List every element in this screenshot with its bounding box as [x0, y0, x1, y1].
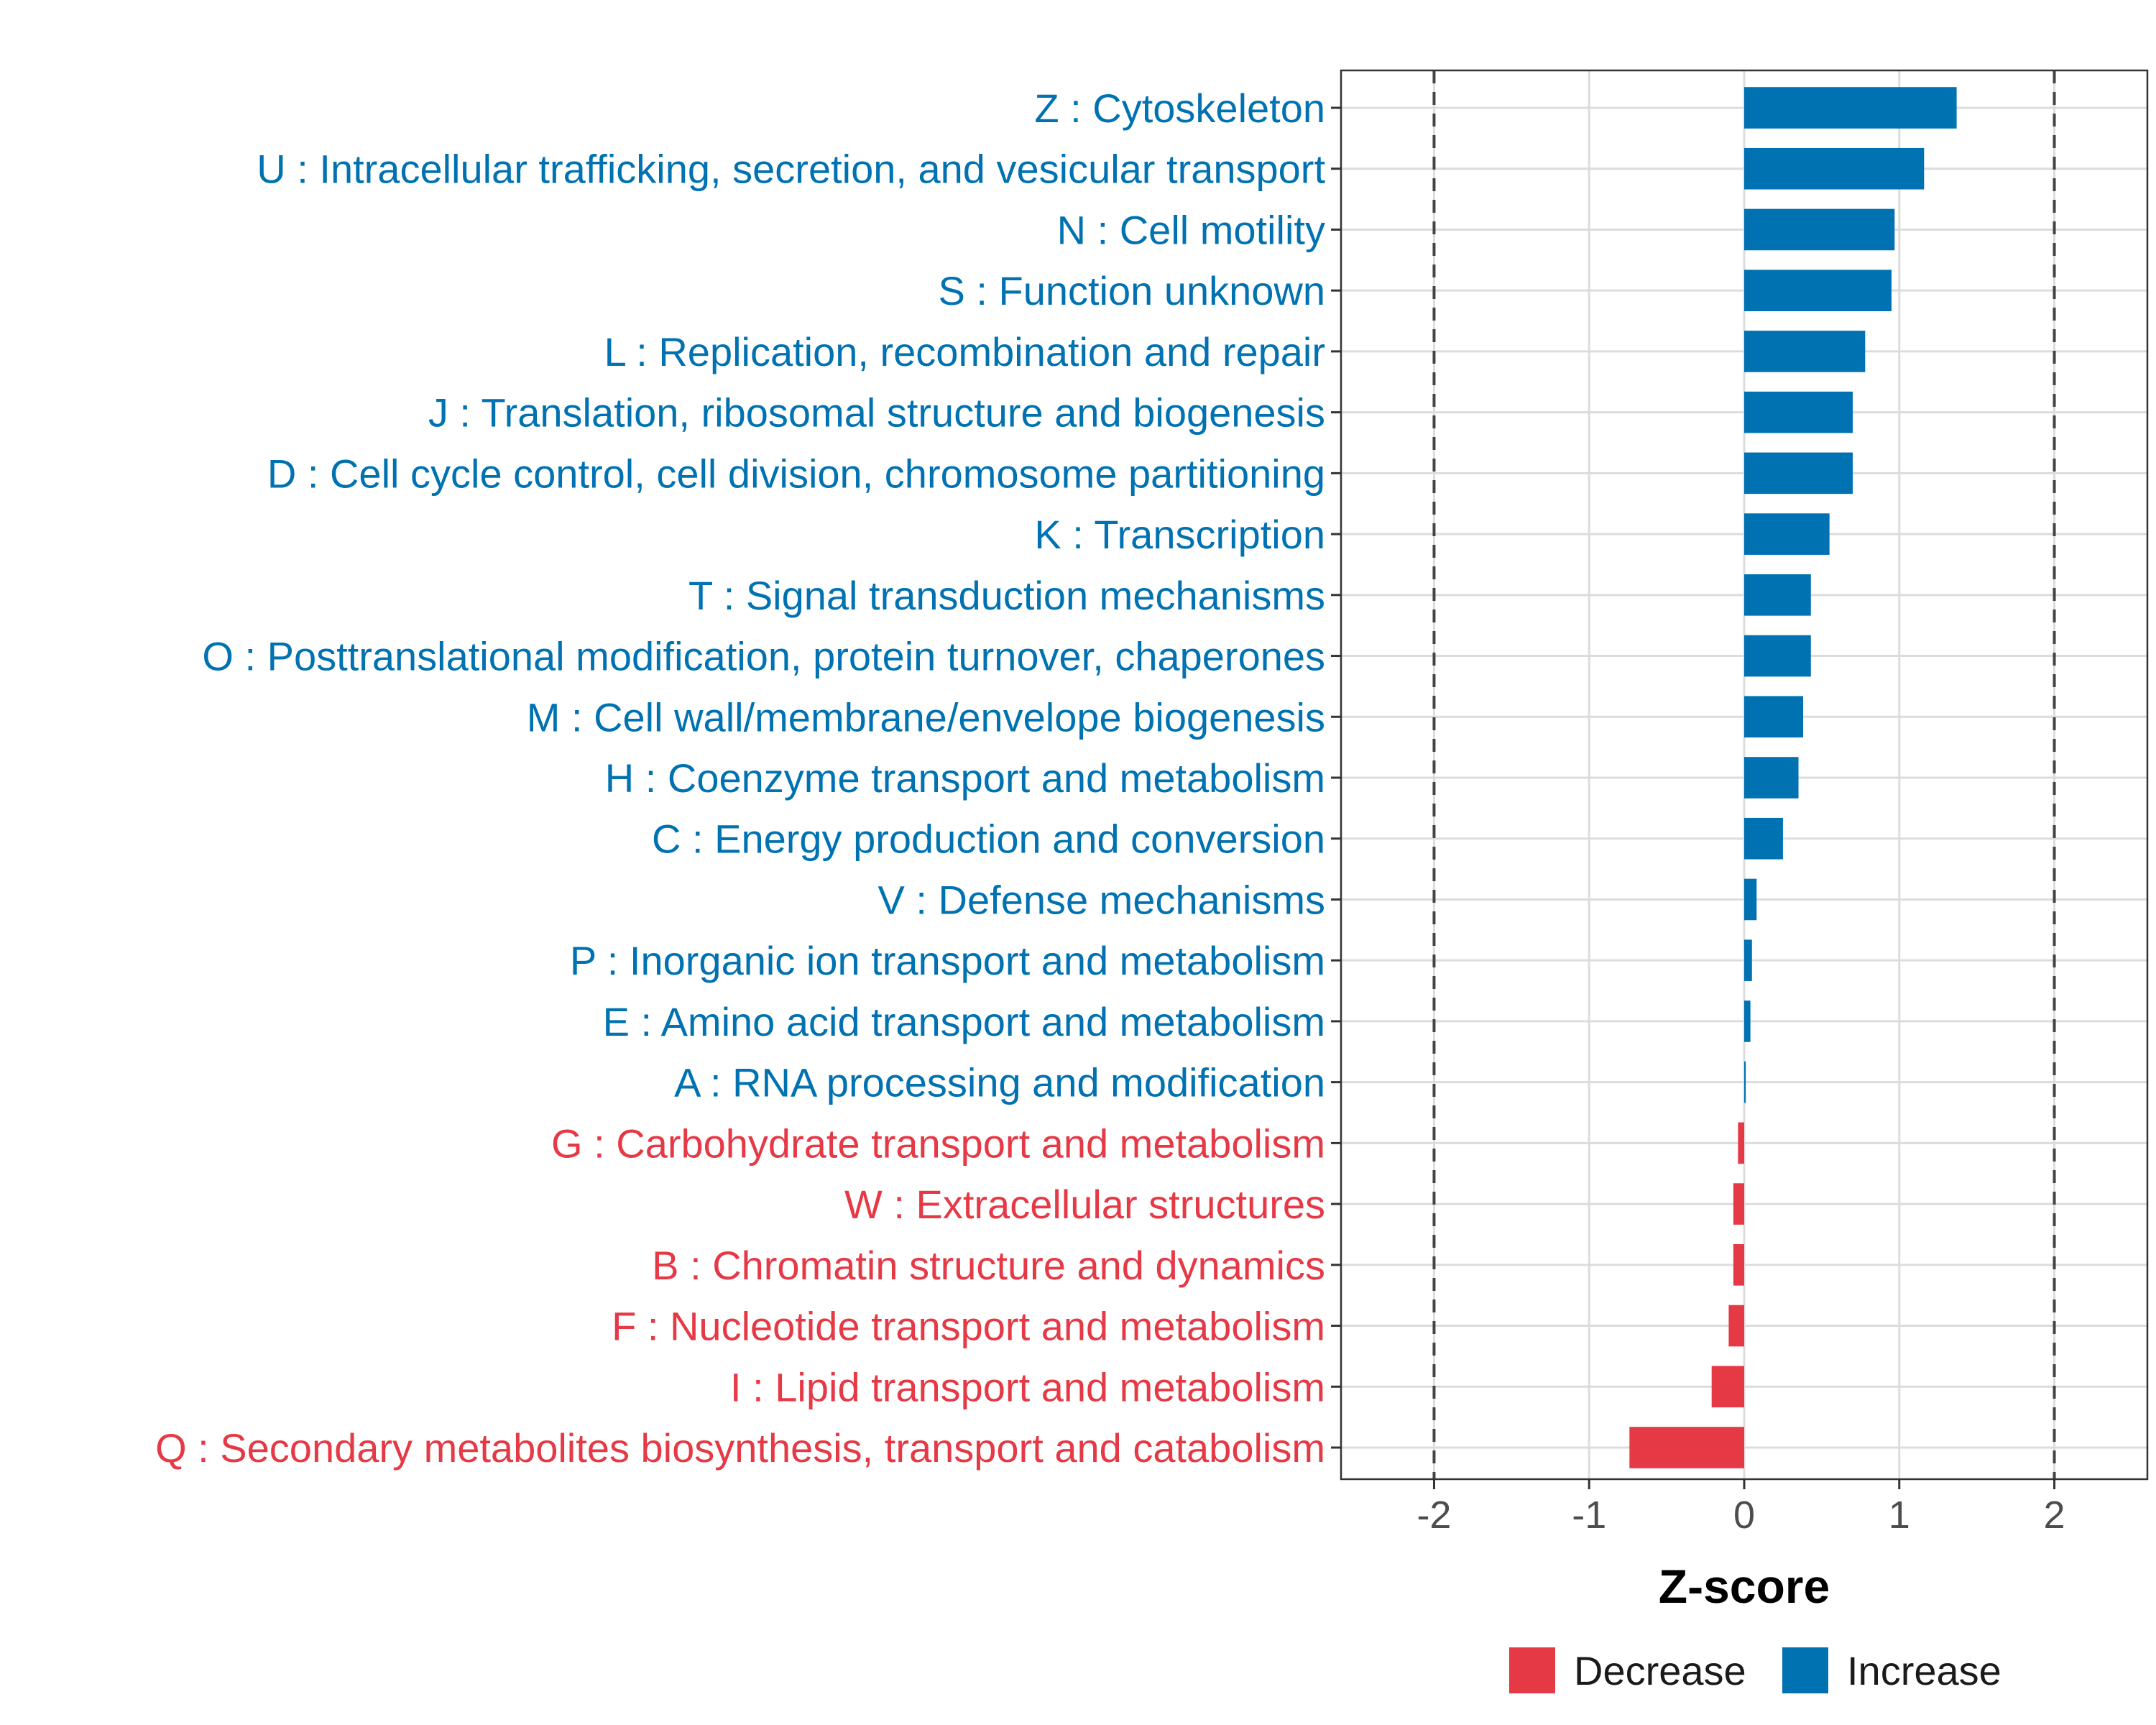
x-tick-label-0: -2: [1416, 1494, 1451, 1537]
category-label-15: E : Amino acid transport and metabolism: [603, 999, 1325, 1044]
category-label-14: P : Inorganic ion transport and metaboli…: [570, 938, 1325, 983]
category-label-1: U : Intracellular trafficking, secretion…: [257, 147, 1325, 192]
bar-15: [1744, 1000, 1751, 1042]
category-label-19: B : Chromatin structure and dynamics: [652, 1243, 1325, 1288]
bar-12: [1744, 817, 1783, 860]
category-label-12: C : Energy production and conversion: [652, 816, 1325, 862]
bar-11: [1744, 757, 1799, 799]
category-label-16: A : RNA processing and modification: [674, 1060, 1325, 1105]
bar-0: [1744, 87, 1957, 129]
bar-1: [1744, 147, 1925, 190]
x-tick-label-4: 2: [2044, 1494, 2065, 1537]
x-axis-title: Z-score: [1659, 1560, 1830, 1613]
bar-10: [1744, 696, 1803, 738]
category-label-9: O : Posttranslational modification, prot…: [202, 634, 1325, 679]
bar-3: [1744, 270, 1892, 311]
reference-lines: [1432, 70, 2056, 1479]
bar-16: [1744, 1061, 1746, 1103]
legend-swatch-increase: [1782, 1647, 1828, 1693]
bar-20: [1728, 1305, 1744, 1347]
x-tick-label-3: 1: [1889, 1494, 1910, 1537]
category-label-3: S : Function unknown: [938, 268, 1325, 313]
category-label-22: Q : Secondary metabolites biosynthesis, …: [155, 1425, 1325, 1471]
category-label-10: M : Cell wall/membrane/envelope biogenes…: [527, 694, 1325, 740]
bar-14: [1744, 939, 1752, 981]
category-label-6: D : Cell cycle control, cell division, c…: [267, 451, 1325, 496]
category-label-18: W : Extracellular structures: [844, 1182, 1325, 1227]
bar-13: [1744, 878, 1757, 921]
y-axis-ticks: Z : Cytoskeleton U : Intracellular traffi…: [155, 86, 1341, 1471]
bar-22: [1629, 1427, 1744, 1468]
x-axis-ticks: -2 -1 0 1 2: [1416, 1479, 2065, 1537]
bar-2: [1744, 208, 1895, 251]
category-label-0: Z : Cytoskeleton: [1034, 86, 1325, 131]
legend: Decrease Increase: [1509, 1647, 2001, 1693]
legend-label-increase: Increase: [1847, 1648, 2001, 1693]
category-label-4: L : Replication, recombination and repai…: [604, 329, 1325, 374]
bar-5: [1744, 391, 1853, 433]
bar-18: [1733, 1183, 1744, 1225]
bar-8: [1744, 574, 1811, 616]
category-label-8: T : Signal transduction mechanisms: [688, 573, 1325, 618]
bar-21: [1711, 1366, 1744, 1408]
legend-swatch-decrease: [1509, 1647, 1555, 1693]
bars: [1629, 87, 1957, 1468]
bar-9: [1744, 635, 1811, 677]
category-label-2: N : Cell motility: [1057, 207, 1325, 252]
legend-label-decrease: Decrease: [1574, 1648, 1746, 1693]
category-label-7: K : Transcription: [1034, 512, 1325, 557]
category-label-20: F : Nucleotide transport and metabolism: [612, 1304, 1325, 1349]
category-label-5: J : Translation, ribosomal structure and…: [428, 390, 1325, 436]
category-label-21: I : Lipid transport and metabolism: [730, 1364, 1325, 1409]
x-tick-label-1: -1: [1572, 1494, 1606, 1537]
bar-19: [1733, 1244, 1744, 1286]
x-tick-label-2: 0: [1733, 1494, 1755, 1537]
bar-17: [1738, 1122, 1744, 1164]
bar-4: [1744, 331, 1866, 372]
bar-7: [1744, 513, 1830, 555]
category-label-13: V : Defense mechanisms: [878, 877, 1325, 922]
category-label-11: H : Coenzyme transport and metabolism: [605, 755, 1325, 801]
bar-6: [1744, 452, 1853, 494]
category-label-17: G : Carbohydrate transport and metabolis…: [551, 1121, 1325, 1166]
